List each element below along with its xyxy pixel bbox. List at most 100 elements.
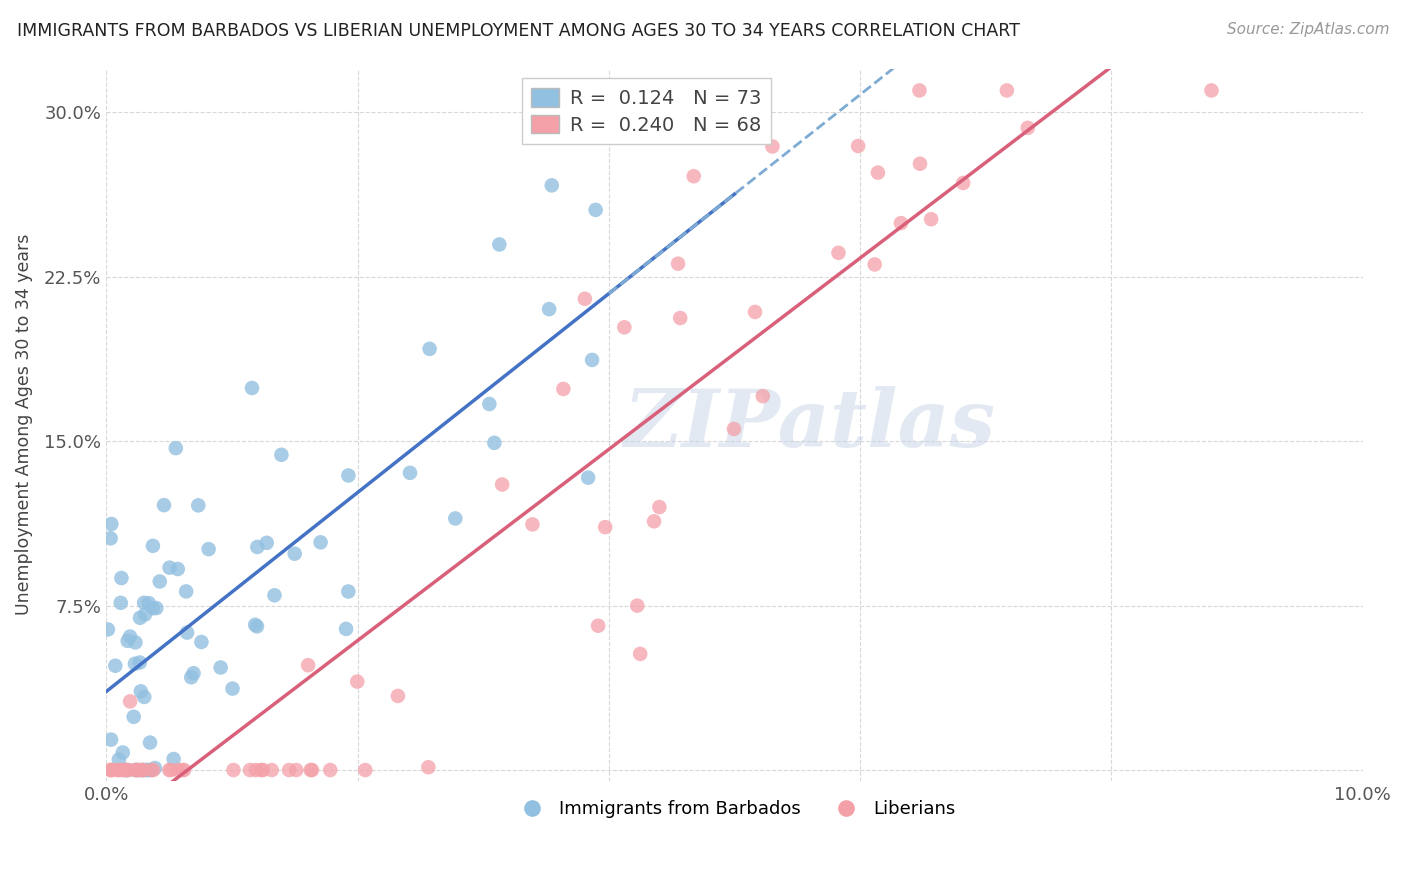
Point	[165, 441, 187, 455]
Point	[197, 542, 219, 557]
Point	[134, 690, 156, 704]
Point	[278, 763, 301, 777]
Point	[270, 448, 292, 462]
Point	[134, 596, 156, 610]
Point	[129, 611, 152, 625]
Point	[744, 305, 766, 319]
Point	[101, 763, 124, 777]
Point	[478, 397, 501, 411]
Point	[418, 760, 440, 774]
Point	[221, 681, 243, 696]
Point	[110, 596, 132, 610]
Point	[319, 763, 342, 777]
Point	[145, 601, 167, 615]
Point	[142, 539, 165, 553]
Text: IMMIGRANTS FROM BARBADOS VS LIBERIAN UNEMPLOYMENT AMONG AGES 30 TO 34 YEARS CORR: IMMIGRANTS FROM BARBADOS VS LIBERIAN UNE…	[17, 22, 1019, 40]
Point	[761, 139, 783, 153]
Point	[250, 763, 273, 777]
Point	[285, 763, 308, 777]
Legend: Immigrants from Barbados, Liberians: Immigrants from Barbados, Liberians	[506, 793, 962, 825]
Point	[166, 562, 188, 576]
Point	[118, 763, 141, 777]
Point	[245, 763, 267, 777]
Point	[908, 157, 931, 171]
Point	[107, 763, 129, 777]
Point	[142, 601, 165, 615]
Point	[100, 763, 122, 777]
Point	[135, 763, 157, 777]
Point	[354, 763, 377, 777]
Point	[246, 619, 269, 633]
Point	[139, 735, 162, 749]
Point	[127, 763, 149, 777]
Point	[682, 169, 704, 184]
Point	[576, 471, 599, 485]
Point	[585, 202, 607, 217]
Point	[117, 633, 139, 648]
Point	[115, 763, 138, 777]
Point	[162, 752, 184, 766]
Point	[920, 212, 942, 227]
Point	[890, 216, 912, 230]
Point	[97, 623, 120, 637]
Point	[176, 625, 198, 640]
Point	[122, 710, 145, 724]
Point	[142, 763, 165, 777]
Point	[908, 83, 931, 97]
Point	[104, 658, 127, 673]
Point	[484, 435, 506, 450]
Point	[139, 763, 162, 777]
Point	[132, 763, 155, 777]
Point	[100, 732, 122, 747]
Point	[131, 763, 153, 777]
Point	[114, 763, 136, 777]
Point	[128, 763, 150, 777]
Point	[309, 535, 332, 549]
Point	[666, 257, 689, 271]
Point	[540, 178, 562, 193]
Point	[100, 516, 122, 531]
Point	[100, 531, 122, 545]
Point	[522, 517, 544, 532]
Point	[172, 763, 194, 777]
Point	[995, 83, 1018, 97]
Point	[159, 560, 181, 574]
Point	[136, 763, 159, 777]
Point	[180, 670, 202, 684]
Point	[120, 694, 142, 708]
Point	[129, 763, 152, 777]
Point	[240, 381, 263, 395]
Point	[846, 139, 869, 153]
Point	[1201, 83, 1223, 97]
Point	[827, 245, 849, 260]
Point	[118, 630, 141, 644]
Point	[190, 635, 212, 649]
Point	[613, 320, 636, 334]
Point	[108, 753, 131, 767]
Point	[581, 353, 603, 368]
Point	[138, 596, 160, 610]
Point	[1017, 120, 1039, 135]
Point	[134, 607, 156, 622]
Point	[538, 302, 561, 317]
Point	[107, 763, 129, 777]
Point	[157, 763, 180, 777]
Point	[337, 584, 360, 599]
Point	[723, 422, 745, 436]
Point	[669, 311, 692, 326]
Point	[124, 763, 146, 777]
Point	[260, 763, 283, 777]
Point	[124, 657, 146, 671]
Point	[124, 763, 146, 777]
Point	[335, 622, 357, 636]
Point	[222, 763, 245, 777]
Point	[444, 511, 467, 525]
Point	[246, 540, 269, 554]
Point	[187, 499, 209, 513]
Point	[173, 763, 195, 777]
Point	[346, 674, 368, 689]
Point	[586, 618, 609, 632]
Point	[115, 763, 138, 777]
Point	[167, 763, 190, 777]
Point	[149, 574, 172, 589]
